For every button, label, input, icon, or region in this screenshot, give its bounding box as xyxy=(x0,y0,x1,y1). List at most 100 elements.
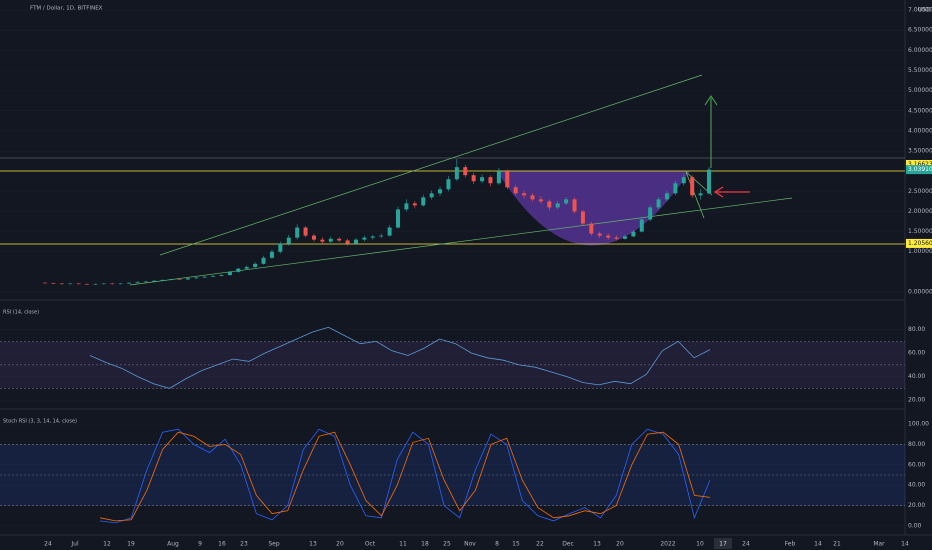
candle-body xyxy=(513,187,518,194)
indicator-line xyxy=(89,326,711,389)
x-tick-label: 2022 xyxy=(660,541,675,548)
candle-body xyxy=(631,231,636,237)
candle-body xyxy=(253,263,258,268)
y-tick-label: 2.5000000 xyxy=(908,188,932,195)
x-tick-label: 13 xyxy=(309,541,317,548)
candle-body xyxy=(707,169,711,194)
x-tick-label: 20 xyxy=(616,541,624,548)
price-badge xyxy=(906,165,932,175)
candle-body xyxy=(85,283,90,285)
candle-body xyxy=(202,276,207,278)
candle-body xyxy=(564,199,569,204)
candle-body xyxy=(185,278,190,280)
x-tick-label: 22 xyxy=(536,541,544,548)
candle-body xyxy=(530,195,535,200)
y-tick-label: 7.0000000 xyxy=(908,7,932,14)
y-tick-label: 0.00 xyxy=(908,522,922,529)
candle-body xyxy=(59,283,64,285)
candle-body xyxy=(606,235,611,238)
candle-body xyxy=(118,283,123,285)
x-tick-label: Nov xyxy=(464,541,476,548)
candle-body xyxy=(227,271,232,276)
x-tick-label: 12 xyxy=(103,541,111,548)
flag-line xyxy=(685,171,705,219)
x-tick-label: Sep xyxy=(268,541,280,548)
target-arrow-head xyxy=(704,95,718,106)
candle-body xyxy=(295,227,300,238)
candle-body xyxy=(353,239,358,244)
y-tick-label: 80.00 xyxy=(908,326,925,333)
cup-pattern xyxy=(497,171,690,246)
current-date-box xyxy=(714,538,732,549)
price-badge-label: 3.0391000 xyxy=(908,166,932,173)
indicator-title: Stoch RSI (3, 3, 14, 14, close) xyxy=(3,419,77,425)
y-tick-label: 60.00 xyxy=(908,350,925,357)
candle-body xyxy=(143,281,148,283)
y-tick-label: 1.5000000 xyxy=(908,228,932,235)
price-badge xyxy=(906,238,932,248)
candle-body xyxy=(387,227,392,236)
x-tick-label: 19 xyxy=(127,541,135,548)
candle-body xyxy=(236,268,241,272)
candle-body xyxy=(404,203,409,210)
candle-body xyxy=(110,283,115,285)
y-tick-label: 2.0000000 xyxy=(908,208,932,215)
y-tick-label: 6.5000000 xyxy=(908,27,932,34)
candle-body xyxy=(345,240,350,244)
y-tick-label: 80.00 xyxy=(908,441,925,448)
candle-body xyxy=(396,209,401,228)
candle-body xyxy=(370,236,375,238)
candle-body xyxy=(43,282,47,284)
x-tick-label: Oct xyxy=(365,541,376,548)
y-tick-label: 5.5000000 xyxy=(908,67,932,74)
x-tick-label: 14 xyxy=(814,541,822,548)
x-tick-label: Mar xyxy=(873,541,885,548)
candle-body xyxy=(311,235,316,240)
candle-body xyxy=(379,235,384,237)
x-tick-label: 9 xyxy=(198,541,202,548)
x-tick-label: 18 xyxy=(421,541,429,548)
y-tick-label: 60.00 xyxy=(908,461,925,468)
candle-body xyxy=(303,227,308,236)
candle-body xyxy=(639,219,644,232)
y-tick-label: 1.0000000 xyxy=(908,248,932,255)
x-tick-label: 24 xyxy=(44,541,52,548)
y-tick-label: 0.0000000 xyxy=(908,289,932,296)
candle-body xyxy=(219,275,224,276)
x-tick-label: 24 xyxy=(742,541,750,548)
x-tick-label: 21 xyxy=(833,541,841,548)
candle-body xyxy=(656,199,661,208)
candle-body xyxy=(614,237,619,239)
candle-body xyxy=(278,243,283,252)
candle-body xyxy=(555,203,560,208)
indicator-title: RSI (14, close) xyxy=(3,310,39,316)
y-tick-label: 6.0000000 xyxy=(908,47,932,54)
candle-body xyxy=(160,279,165,281)
x-tick-label: 8 xyxy=(495,541,499,548)
candle-body xyxy=(622,236,627,239)
candle-body xyxy=(135,281,140,283)
y-tick-label: 4.5000000 xyxy=(908,107,932,114)
candle-body xyxy=(177,279,182,280)
x-tick-label: 23 xyxy=(240,541,248,548)
candle-body xyxy=(673,183,678,194)
y-tick-label: 40.00 xyxy=(908,373,925,380)
candle-body xyxy=(597,233,602,236)
candle-body xyxy=(446,179,451,190)
candle-body xyxy=(488,177,493,184)
candle-body xyxy=(412,203,417,206)
candle-body xyxy=(328,238,333,242)
candle-body xyxy=(505,171,510,188)
candle-body xyxy=(101,283,106,285)
x-tick-label: 13 xyxy=(593,541,601,548)
indicator-line xyxy=(99,428,711,524)
x-tick-label: 14 xyxy=(901,541,909,548)
candle-body xyxy=(664,193,669,200)
candle-body xyxy=(438,189,443,194)
candle-body xyxy=(547,201,552,208)
candle-body xyxy=(244,267,249,269)
channel-lower xyxy=(129,197,793,286)
x-tick-label: 20 xyxy=(336,541,344,548)
